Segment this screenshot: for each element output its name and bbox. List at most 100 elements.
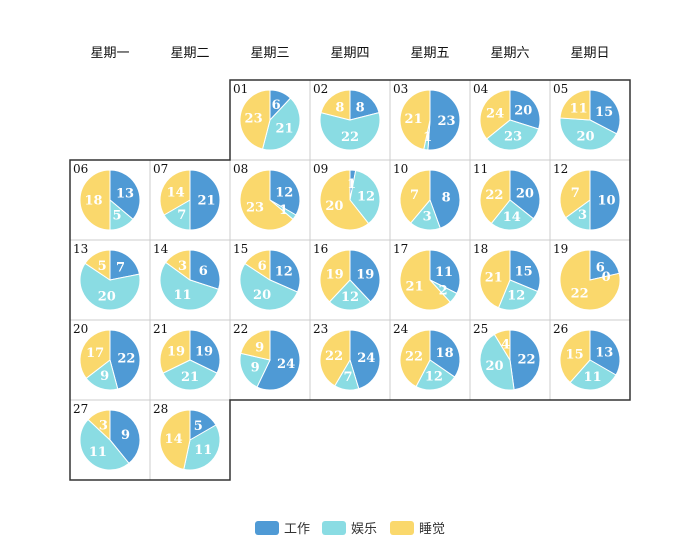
pie-slice xyxy=(479,333,515,391)
pie-slice xyxy=(490,199,535,231)
slice-value-label: 23 xyxy=(504,130,522,145)
pie-slice xyxy=(589,249,620,281)
slice-value-label: 22 xyxy=(485,188,503,203)
slice-value-label: 11 xyxy=(194,443,212,458)
weekday-label: 星期三 xyxy=(250,46,289,61)
slice-value-label: 1 xyxy=(347,177,356,192)
calendar-outline xyxy=(69,79,631,481)
legend-swatch xyxy=(390,521,414,535)
slice-value-label: 20 xyxy=(516,186,534,201)
legend-swatch xyxy=(322,521,346,535)
pie-slice xyxy=(429,329,461,378)
legend: 工作 娱乐 睡觉 xyxy=(255,521,445,537)
pie-slice xyxy=(239,169,294,231)
pie-slice xyxy=(509,329,541,391)
pie-slice xyxy=(189,169,221,231)
pie-slice xyxy=(239,352,271,388)
day-cell: 07 21 7 14 xyxy=(149,159,231,241)
slice-value-label: 7 xyxy=(571,186,580,201)
pie-slice xyxy=(256,329,301,391)
slice-value-label: 18 xyxy=(436,346,454,361)
pie-slice xyxy=(109,409,141,464)
day-number: 11 xyxy=(473,162,488,176)
day-number: 25 xyxy=(473,322,488,336)
weekday-label: 星期二 xyxy=(170,46,209,61)
slice-value-label: 6 xyxy=(272,98,281,113)
slice-value-label: 9 xyxy=(100,369,109,384)
pie-slice xyxy=(159,169,191,216)
day-cell: 12 10 3 7 xyxy=(549,159,631,241)
slice-value-label: 15 xyxy=(566,348,584,363)
slice-value-label: 19 xyxy=(195,345,213,360)
slice-value-label: 11 xyxy=(570,101,588,116)
slice-value-label: 6 xyxy=(258,259,267,274)
slice-value-label: 24 xyxy=(486,106,504,121)
day-number: 23 xyxy=(313,322,328,336)
slice-value-label: 23 xyxy=(437,114,455,129)
day-cell: 17 11 2 21 xyxy=(389,239,471,321)
pie-slice xyxy=(269,249,301,293)
legend-label: 娱乐 xyxy=(351,522,377,537)
slice-value-label: 3 xyxy=(578,208,587,223)
slice-value-label: 11 xyxy=(435,265,453,280)
slice-value-label: 20 xyxy=(325,199,343,214)
slice-value-label: 9 xyxy=(255,341,264,356)
slice-value-label: 24 xyxy=(277,357,295,372)
slice-value-label: 24 xyxy=(357,351,375,366)
pie-slice xyxy=(79,262,141,311)
pie-slice xyxy=(84,249,111,281)
slice-value-label: 22 xyxy=(571,286,589,301)
pie-slice xyxy=(493,329,511,362)
pie-slice xyxy=(509,249,541,293)
pie-slice xyxy=(87,409,111,442)
pie-slice xyxy=(427,89,461,151)
pie-slice xyxy=(159,409,191,470)
slice-value-label: 21 xyxy=(485,270,503,285)
pie-slice xyxy=(429,249,461,295)
pie-slice xyxy=(162,359,218,391)
pie-slice xyxy=(109,169,141,220)
slice-value-label: 7 xyxy=(116,261,125,276)
slice-value-label: 0 xyxy=(602,270,611,285)
day-cell: 21 19 21 19 xyxy=(149,319,231,401)
day-number: 04 xyxy=(473,82,489,96)
slice-value-label: 12 xyxy=(275,265,293,280)
slice-value-label: 5 xyxy=(98,259,107,274)
slice-value-label: 20 xyxy=(253,288,271,303)
day-cell: 01 6 21 23 xyxy=(229,79,311,161)
day-cell: 14 6 11 3 xyxy=(149,239,231,321)
pie-slice xyxy=(479,169,511,225)
day-cell: 10 837 xyxy=(389,159,471,241)
slice-value-label: 20 xyxy=(98,290,116,305)
slice-value-label: 12 xyxy=(425,370,443,385)
slice-value-label: 9 xyxy=(121,428,130,443)
weekday-label: 星期五 xyxy=(410,46,449,61)
day-number: 26 xyxy=(553,322,568,336)
day-number: 22 xyxy=(233,322,248,336)
pie-slice xyxy=(559,117,618,151)
day-number: 24 xyxy=(393,322,409,336)
legend-label: 睡觉 xyxy=(419,522,445,537)
pie-slice xyxy=(319,249,351,303)
day-cell: 03 23 121 xyxy=(389,79,471,161)
pie-slice xyxy=(261,97,301,151)
weekday-label: 星期日 xyxy=(570,46,609,61)
pie-slice xyxy=(328,279,372,311)
slice-value-label: 15 xyxy=(595,105,613,120)
slice-value-label: 8 xyxy=(442,191,451,206)
slice-value-label: 3 xyxy=(423,210,432,225)
pie-slice xyxy=(479,249,511,309)
day-number: 13 xyxy=(73,242,88,256)
pie-slice xyxy=(320,89,351,121)
day-cell: 09 112 20 xyxy=(309,159,391,241)
day-cell: 06 13 5 18 xyxy=(69,159,151,241)
day-number: 28 xyxy=(153,402,168,416)
pie-slice xyxy=(399,329,431,388)
slice-value-label: 12 xyxy=(275,185,293,200)
day-number: 10 xyxy=(393,162,408,176)
slice-value-label: 22 xyxy=(405,350,423,365)
pie-slice xyxy=(79,329,111,379)
slice-value-label: 12 xyxy=(357,190,375,205)
